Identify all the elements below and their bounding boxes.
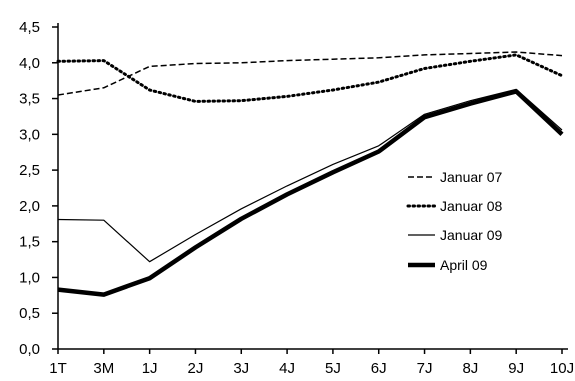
y-tick-label: 0,5 xyxy=(19,305,40,322)
legend-label-4: April 09 xyxy=(440,257,488,273)
legend-label-1: Januar 07 xyxy=(440,169,502,185)
legend-label-3: Januar 09 xyxy=(440,227,502,243)
y-tick-label: 0,0 xyxy=(19,341,40,358)
x-tick-label: 3J xyxy=(233,360,249,377)
x-tick-label: 10J xyxy=(550,360,574,377)
x-tick-label: 2J xyxy=(188,360,204,377)
series-line-4 xyxy=(57,89,564,297)
x-tick-label: 1J xyxy=(142,360,158,377)
x-tick-label: 4J xyxy=(279,360,295,377)
y-tick-label: 2,0 xyxy=(19,198,40,215)
series-line-2 xyxy=(56,53,564,103)
x-tick-label: 3M xyxy=(93,360,114,377)
axes xyxy=(57,23,568,350)
y-tick-label: 4,5 xyxy=(19,19,40,36)
y-tick-label: 1,5 xyxy=(19,234,40,251)
y-tick-label: 3,5 xyxy=(19,91,40,108)
legend: Januar 07 Januar 08 Januar 09 April 09 xyxy=(406,169,502,273)
legend-label-2: Januar 08 xyxy=(440,198,502,214)
x-tick-label: 6J xyxy=(371,360,387,377)
y-tick-label: 1,0 xyxy=(19,269,40,286)
x-tick-label: 8J xyxy=(462,360,478,377)
y-tick-label: 4,0 xyxy=(19,55,40,72)
series-lines xyxy=(56,51,564,297)
tick-labels: 0,0 0,5 1,0 1,5 2,0 2,5 3,0 3,5 4,0 4,5 1T 3M 1J 2J 3J… xyxy=(19,19,574,377)
x-tick-label: 1T xyxy=(49,360,67,377)
y-tick-label: 3,0 xyxy=(19,126,40,143)
series-line-3 xyxy=(57,88,563,263)
series-line-1 xyxy=(57,51,563,96)
x-tick-label: 7J xyxy=(417,360,433,377)
y-tick-label: 2,5 xyxy=(19,162,40,179)
x-tick-label: 5J xyxy=(325,360,341,377)
x-tick-label: 9J xyxy=(508,360,524,377)
